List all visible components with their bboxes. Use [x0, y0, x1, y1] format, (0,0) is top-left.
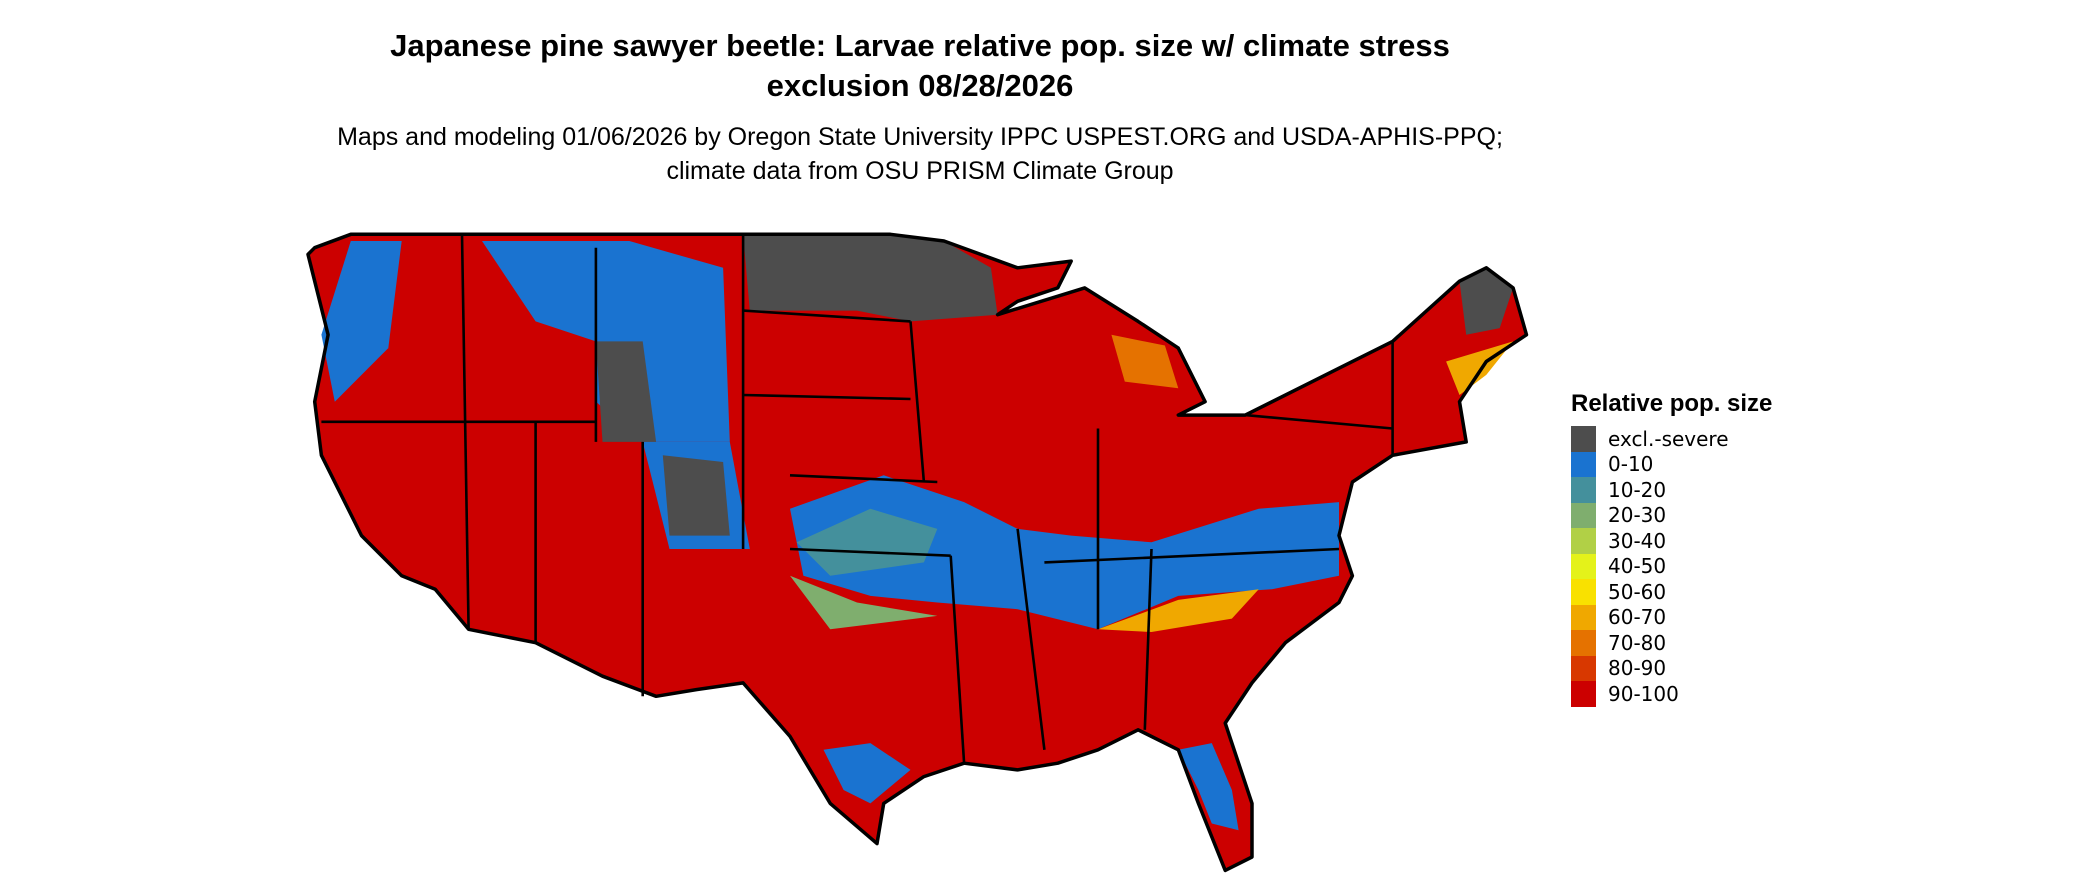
- legend-swatch: [1571, 528, 1596, 554]
- excluded-region: [662, 455, 730, 536]
- excluded-region: [743, 234, 998, 322]
- state-border: [743, 309, 911, 323]
- legend-label: 80-90: [1608, 656, 1667, 681]
- low-pop-region: [796, 508, 938, 576]
- legend-label: 0-10: [1608, 452, 1654, 477]
- map-subtitle: Maps and modeling 01/06/2026 by Oregon S…: [337, 123, 1503, 185]
- legend-swatch: [1571, 681, 1596, 707]
- state-border: [743, 393, 911, 401]
- legend-swatch: [1571, 579, 1596, 605]
- legend-swatch: [1571, 451, 1596, 477]
- legend-label: excl.-severe: [1608, 426, 1729, 451]
- state-border: [1143, 548, 1153, 730]
- legend-swatch: [1571, 604, 1596, 630]
- legend-label: 40-50: [1608, 554, 1667, 579]
- low-pop-region: [1178, 743, 1239, 831]
- legend-item: 60-70: [1571, 604, 1772, 630]
- legend-item: 70-80: [1571, 630, 1772, 656]
- legend-title: Relative pop. size: [1571, 390, 1773, 417]
- excluded-region: [1459, 267, 1514, 335]
- state-border: [1016, 528, 1046, 750]
- mid-pop-region: [1098, 589, 1259, 632]
- legend-label: 30-40: [1608, 528, 1667, 553]
- legend-item: 0-10: [1571, 451, 1772, 477]
- legend-item: 90-100: [1571, 681, 1772, 707]
- legend-item: 80-90: [1571, 655, 1772, 681]
- legend-item: 10-20: [1571, 477, 1772, 503]
- state-border: [949, 555, 966, 764]
- state-border: [1044, 547, 1340, 564]
- legend: Relative pop. size excl.-severe 0-10 10-20…: [1571, 390, 1772, 707]
- legend-item: 20-30: [1571, 502, 1772, 528]
- legend-item: 30-40: [1571, 528, 1772, 554]
- legend-swatch: [1571, 630, 1596, 656]
- mid-pop-region: [1111, 334, 1179, 389]
- low-pop-region: [790, 475, 1339, 630]
- mid-pop-region: [790, 575, 938, 630]
- legend-label: 90-100: [1608, 681, 1679, 706]
- legend-swatch: [1571, 502, 1596, 528]
- legend-label: 10-20: [1608, 477, 1667, 502]
- legend-swatch: [1571, 553, 1596, 579]
- legend-label: 20-30: [1608, 503, 1667, 528]
- legend-swatch: [1571, 477, 1596, 503]
- state-border: [789, 474, 938, 484]
- legend-item: 40-50: [1571, 553, 1772, 579]
- state-border: [1245, 413, 1393, 430]
- low-pop-region: [823, 743, 911, 804]
- map-title: Japanese pine sawyer beetle: Larvae rela…: [390, 28, 1450, 103]
- legend-item: excl.-severe: [1571, 426, 1772, 452]
- state-border: [909, 321, 926, 483]
- state-border: [460, 234, 470, 630]
- legend-label: 50-60: [1608, 579, 1667, 604]
- legend-item: 50-60: [1571, 579, 1772, 605]
- legend-label: 60-70: [1608, 605, 1667, 630]
- legend-swatch: [1571, 426, 1596, 452]
- legend-swatch: [1571, 655, 1596, 681]
- excluded-region: [595, 341, 657, 442]
- low-pop-region: [321, 241, 402, 402]
- legend-label: 70-80: [1608, 630, 1667, 655]
- country-border: [306, 232, 1529, 873]
- state-border: [789, 547, 951, 557]
